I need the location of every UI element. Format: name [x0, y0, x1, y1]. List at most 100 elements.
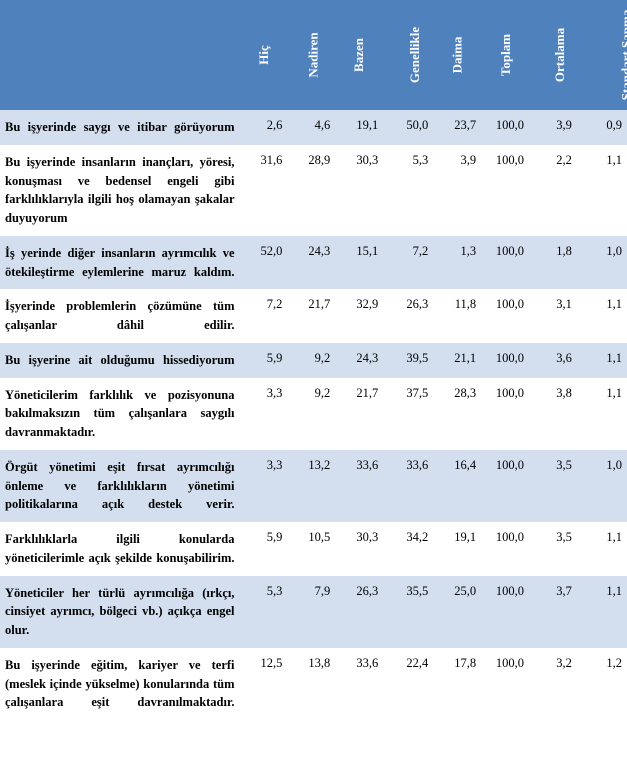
cell-value: 13,2 — [287, 450, 335, 522]
cell-value: 22,4 — [383, 648, 433, 720]
cell-value: 10,5 — [287, 522, 335, 576]
cell-value: 13,8 — [287, 648, 335, 720]
cell-value: 28,3 — [433, 378, 481, 450]
cell-value: 35,5 — [383, 576, 433, 648]
header-label: Bazen — [351, 38, 367, 72]
header-sapma: Standart Sapma — [577, 0, 627, 110]
table-row: Bu işyerinde eğitim, kariyer ve terfi (m… — [0, 648, 627, 720]
cell-value: 33,6 — [335, 648, 383, 720]
cell-value: 0,9 — [577, 110, 627, 145]
cell-value: 3,6 — [529, 343, 577, 378]
cell-value: 24,3 — [335, 343, 383, 378]
cell-value: 1,1 — [577, 522, 627, 576]
cell-value: 26,3 — [335, 576, 383, 648]
cell-value: 5,3 — [240, 576, 288, 648]
cell-value: 100,0 — [481, 110, 529, 145]
cell-value: 28,9 — [287, 145, 335, 236]
cell-value: 100,0 — [481, 378, 529, 450]
row-label: İşyerinde problemlerin çözümüne tüm çalı… — [0, 289, 240, 343]
cell-value: 21,7 — [287, 289, 335, 343]
cell-value: 100,0 — [481, 145, 529, 236]
header-daima: Daima — [433, 0, 481, 110]
cell-value: 3,7 — [529, 576, 577, 648]
cell-value: 7,2 — [383, 236, 433, 290]
header-label: Ortalama — [552, 28, 568, 82]
cell-value: 1,0 — [577, 450, 627, 522]
cell-value: 3,9 — [529, 110, 577, 145]
cell-value: 15,1 — [335, 236, 383, 290]
header-toplam: Toplam — [481, 0, 529, 110]
header-label: Nadiren — [306, 32, 322, 77]
cell-value: 3,9 — [433, 145, 481, 236]
cell-value: 21,1 — [433, 343, 481, 378]
cell-value: 1,1 — [577, 289, 627, 343]
row-label: Bu işyerinde saygı ve itibar görüyorum — [0, 110, 240, 145]
cell-value: 12,5 — [240, 648, 288, 720]
row-label: Farklılıklarla ilgili konularda yönetici… — [0, 522, 240, 576]
cell-value: 1,1 — [577, 145, 627, 236]
cell-value: 16,4 — [433, 450, 481, 522]
cell-value: 39,5 — [383, 343, 433, 378]
table-row: Bu işyerine ait olduğumu hissediyorum5,9… — [0, 343, 627, 378]
row-label: İş yerinde diğer insanların ayrımcılık v… — [0, 236, 240, 290]
table-body: Bu işyerinde saygı ve itibar görüyorum2,… — [0, 110, 627, 720]
cell-value: 3,1 — [529, 289, 577, 343]
cell-value: 31,6 — [240, 145, 288, 236]
cell-value: 30,3 — [335, 145, 383, 236]
table-row: Bu işyerinde saygı ve itibar görüyorum2,… — [0, 110, 627, 145]
cell-value: 24,3 — [287, 236, 335, 290]
cell-value: 33,6 — [335, 450, 383, 522]
cell-value: 32,9 — [335, 289, 383, 343]
row-label: Bu işyerine ait olduğumu hissediyorum — [0, 343, 240, 378]
header-hic: Hiç — [240, 0, 288, 110]
cell-value: 17,8 — [433, 648, 481, 720]
header-ortalama: Ortalama — [529, 0, 577, 110]
cell-value: 3,3 — [240, 450, 288, 522]
row-label: Örgüt yönetimi eşit fırsat ayrımcılığı ö… — [0, 450, 240, 522]
header-bazen: Bazen — [335, 0, 383, 110]
cell-value: 26,3 — [383, 289, 433, 343]
cell-value: 33,6 — [383, 450, 433, 522]
cell-value: 30,3 — [335, 522, 383, 576]
cell-value: 52,0 — [240, 236, 288, 290]
cell-value: 5,3 — [383, 145, 433, 236]
cell-value: 1,1 — [577, 576, 627, 648]
cell-value: 3,5 — [529, 522, 577, 576]
header-label: Hiç — [255, 45, 271, 65]
cell-value: 100,0 — [481, 648, 529, 720]
cell-value: 1,3 — [433, 236, 481, 290]
cell-value: 2,2 — [529, 145, 577, 236]
cell-value: 100,0 — [481, 450, 529, 522]
cell-value: 21,7 — [335, 378, 383, 450]
row-label: Bu işyerinde insanların inançları, yöres… — [0, 145, 240, 236]
cell-value: 1,0 — [577, 236, 627, 290]
cell-value: 23,7 — [433, 110, 481, 145]
cell-value: 19,1 — [433, 522, 481, 576]
header-nadiren: Nadiren — [287, 0, 335, 110]
table-row: Yöneticilerim farklılık ve pozisyonuna b… — [0, 378, 627, 450]
table-row: İşyerinde problemlerin çözümüne tüm çalı… — [0, 289, 627, 343]
table-row: Yöneticiler her türlü ayrımcılığa (ırkçı… — [0, 576, 627, 648]
cell-value: 2,6 — [240, 110, 288, 145]
table-row: Örgüt yönetimi eşit fırsat ayrımcılığı ö… — [0, 450, 627, 522]
cell-value: 7,2 — [240, 289, 288, 343]
cell-value: 50,0 — [383, 110, 433, 145]
header-label: Genellikle — [407, 27, 423, 83]
cell-value: 3,2 — [529, 648, 577, 720]
cell-value: 100,0 — [481, 236, 529, 290]
cell-value: 19,1 — [335, 110, 383, 145]
cell-value: 37,5 — [383, 378, 433, 450]
cell-value: 9,2 — [287, 378, 335, 450]
cell-value: 25,0 — [433, 576, 481, 648]
cell-value: 4,6 — [287, 110, 335, 145]
cell-value: 34,2 — [383, 522, 433, 576]
survey-table: Hiç Nadiren Bazen Genellikle Daima Topla… — [0, 0, 627, 720]
cell-value: 3,5 — [529, 450, 577, 522]
table-row: İş yerinde diğer insanların ayrımcılık v… — [0, 236, 627, 290]
cell-value: 5,9 — [240, 522, 288, 576]
cell-value: 7,9 — [287, 576, 335, 648]
header-label: Standart Sapma — [618, 10, 627, 101]
table-row: Bu işyerinde insanların inançları, yöres… — [0, 145, 627, 236]
header-label: Toplam — [498, 34, 514, 76]
header-genellikle: Genellikle — [383, 0, 433, 110]
